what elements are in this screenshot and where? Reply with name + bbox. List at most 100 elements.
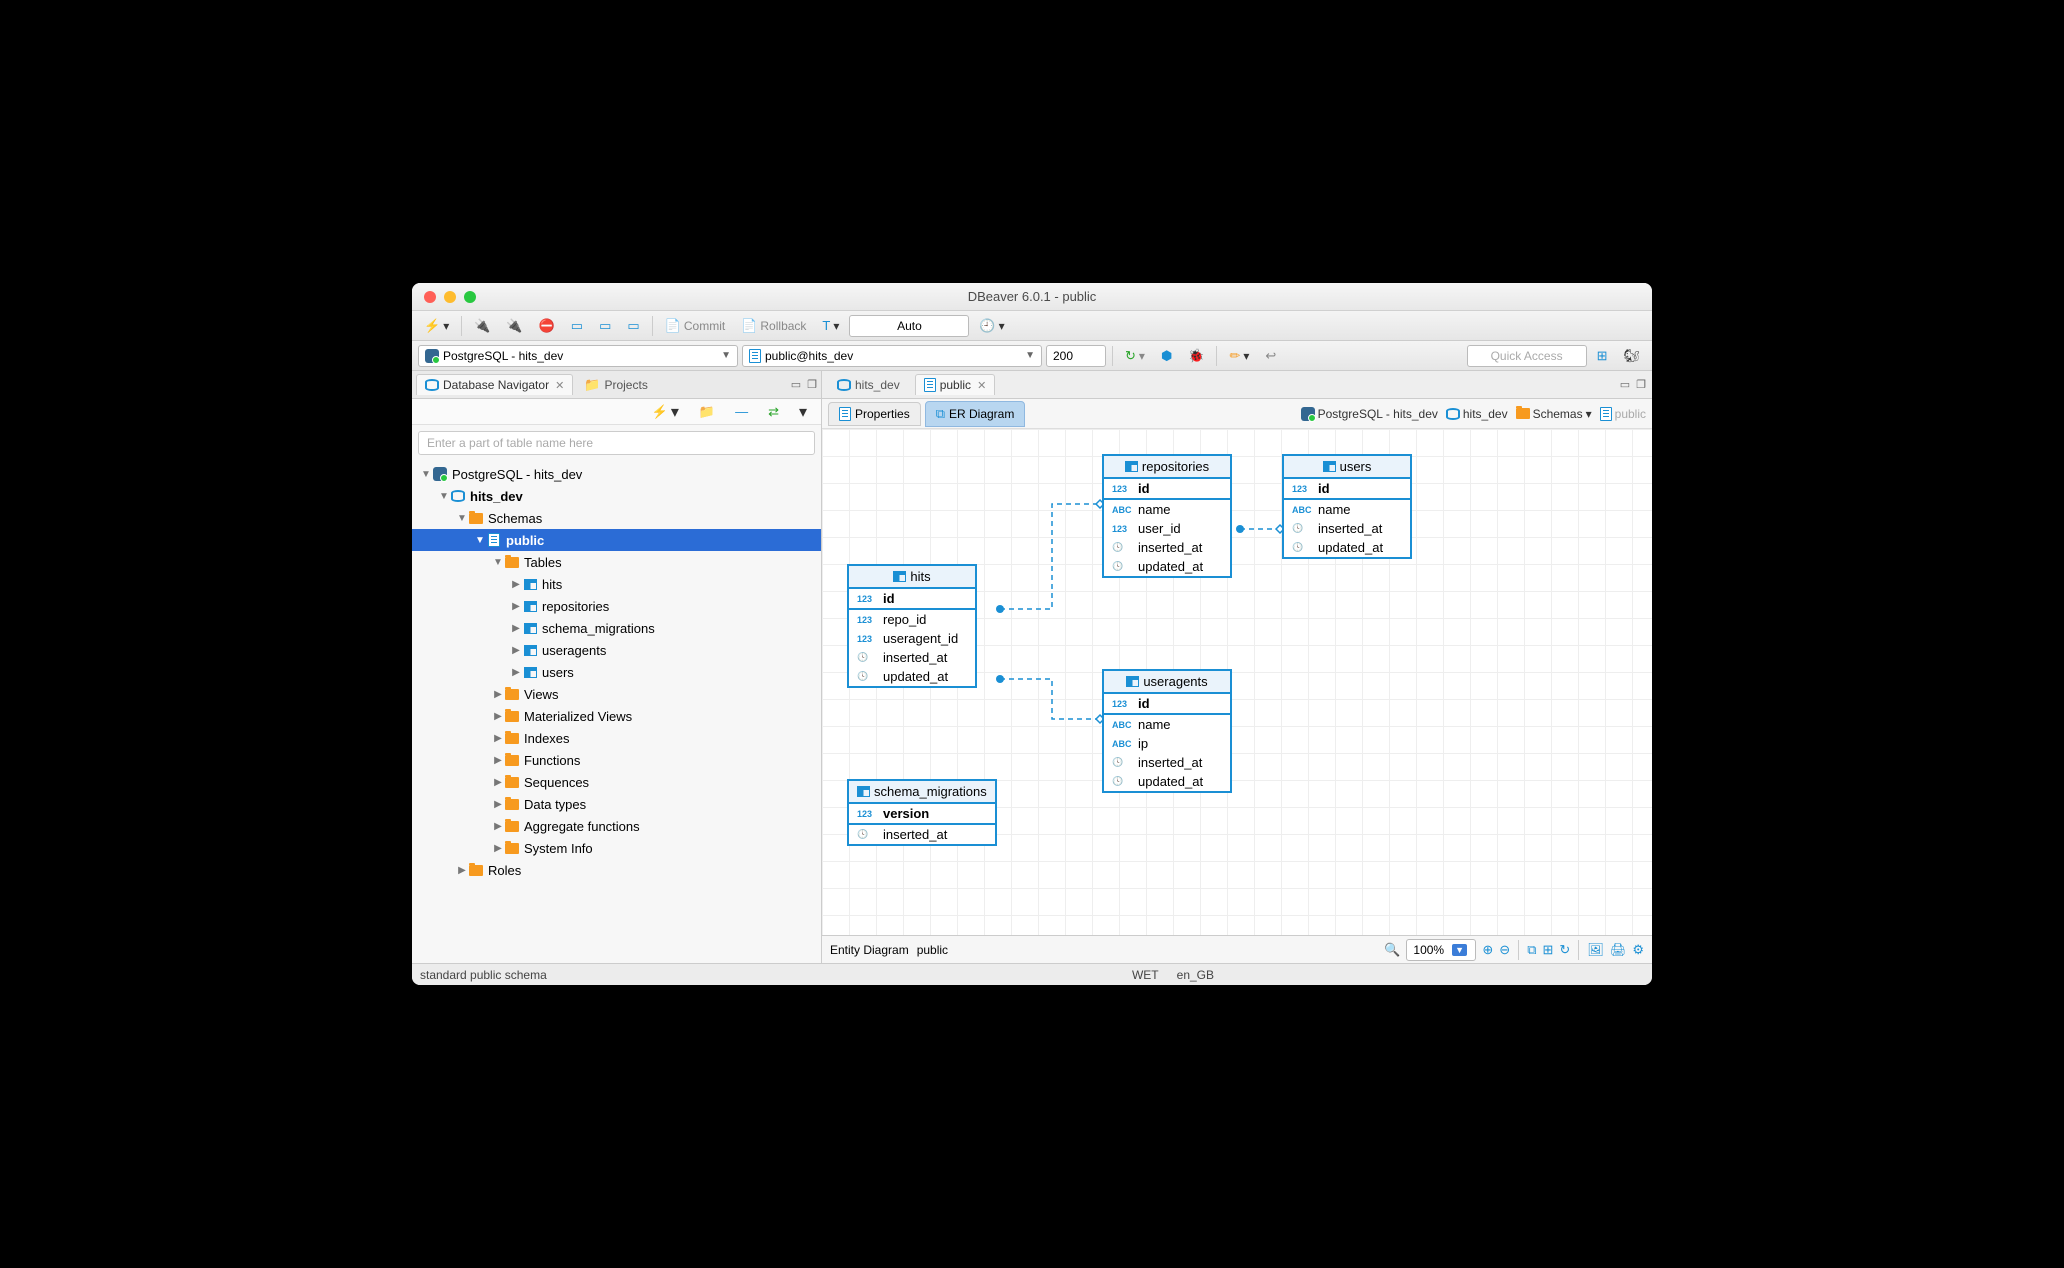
tree-indexes[interactable]: ▶Indexes — [412, 727, 821, 749]
recent-sql-button[interactable]: ▭ — [593, 316, 617, 336]
refresh-button[interactable]: ↻▾ — [1119, 346, 1151, 366]
zoom-in-button[interactable]: ⊕ — [1482, 942, 1493, 958]
breadcrumb-connection[interactable]: PostgreSQL - hits_dev — [1301, 407, 1438, 421]
link-editor-button[interactable]: ⇄ — [762, 402, 785, 422]
entity-header[interactable]: hits — [849, 566, 975, 589]
row-limit-input[interactable]: 200 — [1046, 345, 1106, 367]
quick-access-input[interactable]: Quick Access — [1467, 345, 1587, 367]
breadcrumb-database[interactable]: hits_dev — [1446, 407, 1508, 421]
back-button[interactable]: ↩ — [1259, 346, 1282, 366]
tree-schemas[interactable]: ▼Schemas — [412, 507, 821, 529]
autocommit-combo[interactable]: Auto — [849, 315, 969, 337]
tree-roles[interactable]: ▶Roles — [412, 859, 821, 881]
tree-table-useragents[interactable]: ▶useragents — [412, 639, 821, 661]
entity-column[interactable]: 123id — [1284, 479, 1410, 500]
entity-column[interactable]: 🕓updated_at — [849, 667, 975, 686]
subtab-er-diagram[interactable]: ⧉ER Diagram — [925, 401, 1026, 427]
zoom-out-button[interactable]: ⊖ — [1499, 942, 1510, 958]
entity-useragents[interactable]: useragents123idABCnameABCip🕓inserted_at🕓… — [1102, 669, 1232, 793]
new-connection-mini-button[interactable]: ⚡▾ — [646, 400, 685, 424]
disconnect-button[interactable]: ⛔ — [533, 316, 561, 336]
tab-projects[interactable]: 📁Projects — [575, 373, 657, 396]
entity-column[interactable]: 123useragent_id — [849, 629, 975, 648]
entity-repositories[interactable]: repositories123idABCname123user_id🕓inser… — [1102, 454, 1232, 578]
breadcrumb-schemas[interactable]: Schemas ▾ — [1516, 407, 1592, 421]
tx-mode-button[interactable]: T▾ — [816, 316, 845, 335]
entity-column[interactable]: 123user_id — [1104, 519, 1230, 538]
tx-log-button[interactable]: 🕘▾ — [973, 316, 1010, 336]
tree-sequences[interactable]: ▶Sequences — [412, 771, 821, 793]
entity-users[interactable]: users123idABCname🕓inserted_at🕓updated_at — [1282, 454, 1412, 559]
connect-button[interactable]: 🔌 — [468, 316, 496, 336]
minimize-editor-button[interactable]: ▭ — [1620, 378, 1630, 391]
entity-column[interactable]: 🕓updated_at — [1284, 538, 1410, 557]
entity-column[interactable]: 🕓inserted_at — [1104, 538, 1230, 557]
entity-column[interactable]: ABCname — [1104, 500, 1230, 519]
entity-column[interactable]: 🕓updated_at — [1104, 557, 1230, 576]
export-image-button[interactable]: 🖼 — [1587, 942, 1604, 958]
print-button[interactable]: 🖨 — [1610, 942, 1627, 958]
er-diagram-canvas[interactable]: hits123id123repo_id123useragent_id🕓inser… — [822, 429, 1652, 935]
tree-materialized-views[interactable]: ▶Materialized Views — [412, 705, 821, 727]
tree-datatypes[interactable]: ▶Data types — [412, 793, 821, 815]
entity-hits[interactable]: hits123id123repo_id123useragent_id🕓inser… — [847, 564, 977, 688]
tree-system-info[interactable]: ▶System Info — [412, 837, 821, 859]
entity-column[interactable]: ABCip — [1104, 734, 1230, 753]
search-icon[interactable]: 🔍 — [1384, 942, 1400, 958]
dbeaver-perspective-button[interactable]: 🐿 — [1617, 346, 1646, 366]
zoom-window-button[interactable] — [464, 291, 476, 303]
maximize-editor-button[interactable]: ❐ — [1636, 378, 1646, 391]
refresh-diagram-button[interactable]: ↻ — [1559, 942, 1570, 958]
new-sql-button[interactable]: ▭ — [621, 316, 645, 336]
entity-header[interactable]: schema_migrations — [849, 781, 995, 804]
maximize-pane-button[interactable]: ❐ — [807, 378, 817, 391]
commit-button[interactable]: 📄Commit — [659, 316, 732, 336]
editor-tab-hits-dev[interactable]: hits_dev — [828, 374, 909, 395]
entity-column[interactable]: ABCname — [1104, 715, 1230, 734]
view-menu-button[interactable]: ▾ — [793, 400, 813, 424]
entity-header[interactable]: useragents — [1104, 671, 1230, 694]
layout-button[interactable]: ⧉ — [1527, 942, 1536, 958]
stop-button[interactable]: ⬢ — [1155, 346, 1178, 366]
entity-column[interactable]: 123id — [849, 589, 975, 610]
entity-column[interactable]: 123version — [849, 804, 995, 825]
entity-header[interactable]: users — [1284, 456, 1410, 479]
tree-views[interactable]: ▶Views — [412, 683, 821, 705]
entity-column[interactable]: 123repo_id — [849, 610, 975, 629]
new-connection-button[interactable]: ⚡▾ — [418, 316, 455, 336]
tree-database[interactable]: ▼hits_dev — [412, 485, 821, 507]
search-input[interactable] — [418, 431, 815, 455]
tree-table-users[interactable]: ▶users — [412, 661, 821, 683]
grid-button[interactable]: ⊞ — [1543, 942, 1554, 958]
reconnect-button[interactable]: 🔌 — [500, 316, 528, 336]
tree-functions[interactable]: ▶Functions — [412, 749, 821, 771]
perspective-button[interactable]: ⊞ — [1591, 346, 1614, 366]
breadcrumb-public[interactable]: public — [1600, 407, 1646, 421]
entity-column[interactable]: 🕓inserted_at — [1284, 519, 1410, 538]
entity-column[interactable]: ABCname — [1284, 500, 1410, 519]
entity-header[interactable]: repositories — [1104, 456, 1230, 479]
tree-table-repositories[interactable]: ▶repositories — [412, 595, 821, 617]
entity-column[interactable]: 123id — [1104, 694, 1230, 715]
close-icon[interactable]: ✕ — [977, 379, 986, 392]
schema-combo[interactable]: public@hits_dev ▼ — [742, 345, 1042, 367]
zoom-combo[interactable]: 100%▼ — [1406, 939, 1476, 961]
rollback-button[interactable]: 📄Rollback — [735, 316, 812, 336]
entity-column[interactable]: 🕓inserted_at — [849, 648, 975, 667]
tree-aggregate-functions[interactable]: ▶Aggregate functions — [412, 815, 821, 837]
entity-schema_migrations[interactable]: schema_migrations123version🕓inserted_at — [847, 779, 997, 846]
entity-column[interactable]: 🕓inserted_at — [1104, 753, 1230, 772]
tree-tables[interactable]: ▼Tables — [412, 551, 821, 573]
entity-column[interactable]: 🕓inserted_at — [849, 825, 995, 844]
editor-tab-public[interactable]: public✕ — [915, 374, 996, 395]
minimize-window-button[interactable] — [444, 291, 456, 303]
new-folder-button[interactable]: 📁 — [693, 402, 721, 422]
tree-table-hits[interactable]: ▶hits — [412, 573, 821, 595]
minimize-pane-button[interactable]: ▭ — [791, 378, 801, 391]
close-window-button[interactable] — [424, 291, 436, 303]
debug-button[interactable]: 🐞 — [1182, 346, 1210, 366]
tree-table-schema-migrations[interactable]: ▶schema_migrations — [412, 617, 821, 639]
collapse-button[interactable]: — — [729, 402, 754, 421]
tree-connection[interactable]: ▼PostgreSQL - hits_dev — [412, 463, 821, 485]
entity-column[interactable]: 123id — [1104, 479, 1230, 500]
